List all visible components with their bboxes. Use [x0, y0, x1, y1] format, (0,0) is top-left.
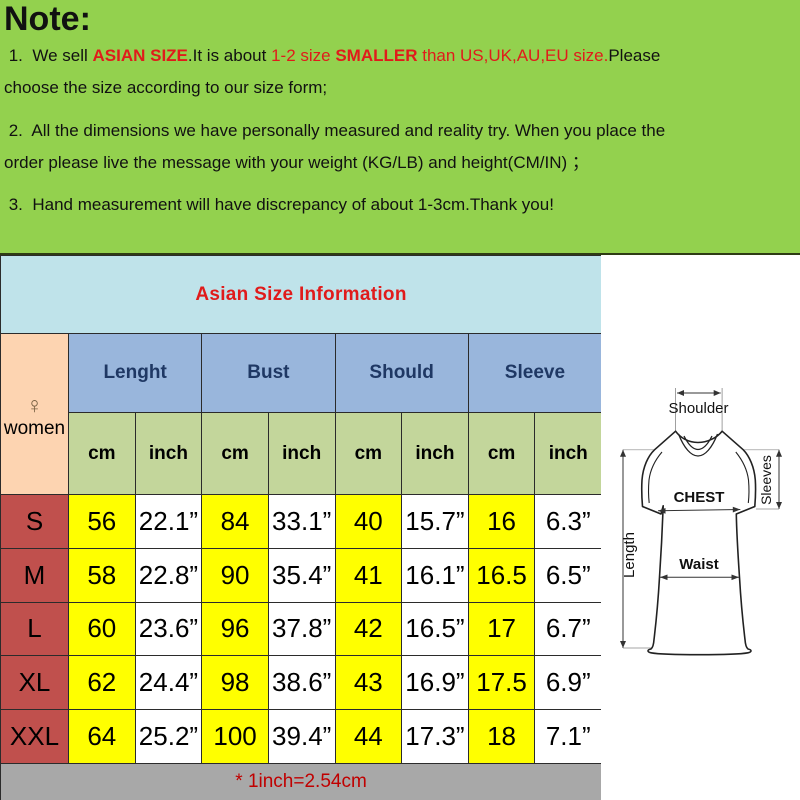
svg-text:Waist: Waist [679, 556, 718, 573]
svg-text:CHEST: CHEST [674, 489, 725, 506]
svg-text:Shoulder: Shoulder [668, 400, 728, 417]
svg-text:Sleeves: Sleeves [758, 455, 774, 505]
svg-text:Length: Length [621, 532, 638, 578]
